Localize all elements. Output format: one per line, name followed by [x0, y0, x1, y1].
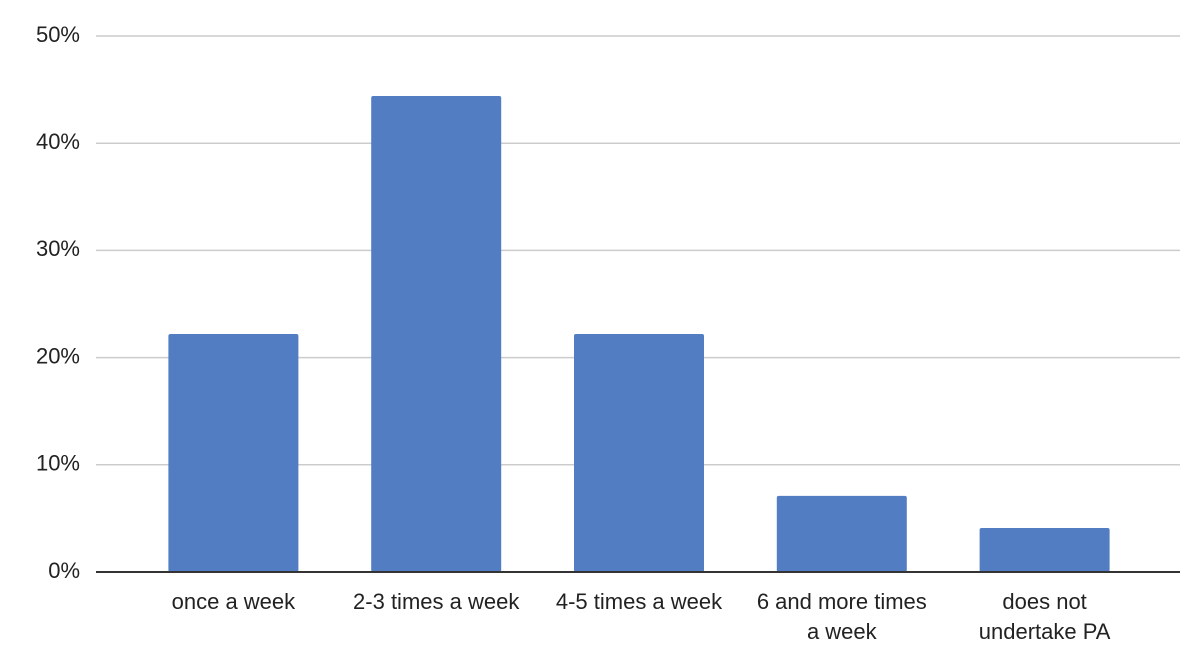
x-tick-label: once a week [171, 589, 296, 614]
x-tick-label: 2-3 times a week [353, 589, 520, 614]
y-tick-label: 20% [36, 343, 80, 368]
y-tick-label: 30% [36, 236, 80, 261]
y-tick-label: 0% [48, 558, 80, 583]
bar [168, 334, 299, 572]
x-tick-label: does not undertake PA [978, 589, 1111, 644]
bar [371, 96, 502, 573]
bar [574, 334, 704, 572]
y-tick-label: 50% [36, 22, 80, 47]
x-tick-label: 6 and more times a week [756, 589, 927, 644]
x-tick-label: 4-5 times a week [555, 589, 723, 614]
y-tick-label: 40% [36, 129, 80, 154]
bar [979, 528, 1110, 572]
bar [776, 495, 907, 572]
y-tick-label: 10% [36, 451, 80, 476]
